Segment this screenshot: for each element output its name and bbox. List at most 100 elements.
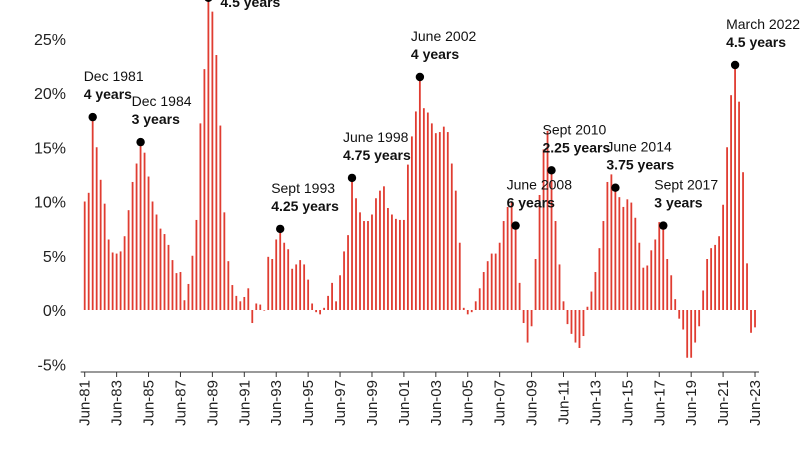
- bar: [754, 310, 756, 328]
- annotation-date: Sept 2017: [654, 177, 718, 193]
- bar: [666, 259, 669, 310]
- bar: [562, 301, 565, 310]
- bar: [722, 204, 724, 310]
- bar: [434, 133, 437, 310]
- bar: [458, 242, 461, 310]
- bar: [283, 242, 286, 310]
- bar: [702, 290, 705, 310]
- bar: [442, 126, 445, 310]
- bar: [486, 261, 489, 310]
- bar: [738, 101, 740, 311]
- peak-marker: [659, 221, 668, 230]
- bar: [331, 282, 333, 311]
- y-tick-label: -5%: [38, 357, 66, 374]
- bar: [239, 301, 242, 310]
- bar: [410, 136, 413, 310]
- bar: [99, 179, 102, 310]
- bar: [546, 130, 549, 310]
- peak-marker: [547, 166, 556, 175]
- bar: [746, 263, 748, 310]
- peak-marker: [347, 173, 357, 183]
- bar: [570, 310, 573, 334]
- bar: [730, 95, 732, 310]
- bar: [678, 310, 681, 319]
- bar: [694, 310, 697, 343]
- bar: [450, 163, 453, 310]
- bar: [259, 304, 262, 310]
- bar: [470, 310, 473, 313]
- bar: [155, 214, 158, 310]
- bar: [255, 303, 258, 310]
- bar: [299, 260, 302, 310]
- bar: [530, 310, 533, 327]
- bar: [534, 259, 537, 310]
- bars: [83, 0, 756, 358]
- bar: [303, 264, 306, 310]
- x-tick-label: Jun-89: [204, 380, 221, 426]
- annotation-duration: 3 years: [654, 195, 702, 211]
- bar: [426, 112, 429, 310]
- bar: [494, 253, 497, 310]
- bar: [646, 265, 649, 310]
- bar: [223, 212, 226, 310]
- bar: [490, 253, 493, 310]
- bar: [558, 264, 561, 310]
- bar: [387, 208, 389, 310]
- bar: [618, 197, 621, 310]
- x-tick-label: Jun-07: [492, 380, 509, 426]
- peak-marker: [611, 183, 620, 192]
- bar: [670, 275, 673, 310]
- bar: [638, 242, 641, 310]
- x-tick-label: Jun-83: [109, 380, 126, 426]
- peak-marker: [88, 112, 97, 122]
- bar: [538, 194, 541, 310]
- bar: [335, 301, 337, 310]
- bar: [147, 176, 150, 310]
- bar: [131, 181, 134, 310]
- bar: [586, 306, 589, 310]
- bar: [179, 272, 182, 310]
- peak-marker: [730, 60, 740, 70]
- bar: [95, 147, 98, 310]
- bar: [271, 259, 274, 310]
- bar: [690, 310, 693, 358]
- bar: [163, 234, 166, 310]
- bar: [602, 221, 605, 310]
- annotation-date: Dec 1981: [84, 68, 144, 84]
- annotation-date: June 2014: [606, 139, 672, 155]
- bar: [578, 310, 581, 348]
- bar: [371, 214, 373, 310]
- bar: [566, 310, 569, 325]
- bar: [315, 310, 318, 313]
- bar: [606, 181, 609, 310]
- bar: [710, 248, 713, 310]
- bar: [127, 210, 130, 310]
- y-tick-label: 25%: [34, 32, 66, 49]
- annotation-date: Sept 1993: [271, 180, 335, 196]
- bar: [343, 251, 345, 310]
- x-tick-label: Jun-09: [524, 380, 541, 426]
- y-tick-label: 5%: [43, 249, 66, 266]
- annotation-date: June 2002: [411, 28, 477, 44]
- bar: [123, 236, 126, 310]
- bar: [199, 123, 202, 310]
- bar: [395, 218, 397, 310]
- bar: [614, 190, 617, 310]
- bar: [474, 301, 477, 310]
- annotation-date: Dec 1984: [132, 93, 192, 109]
- bar: [502, 221, 505, 310]
- bar: [510, 201, 513, 310]
- bar: [375, 198, 377, 310]
- bar: [662, 228, 665, 311]
- bar: [650, 250, 653, 310]
- bar: [718, 236, 721, 310]
- bar: [327, 295, 329, 310]
- x-tick-label: Jun-87: [173, 380, 190, 426]
- bar: [267, 256, 270, 310]
- bar: [211, 11, 214, 311]
- bar: [654, 239, 657, 310]
- bar: [418, 79, 421, 310]
- bar: [734, 68, 736, 310]
- bar: [610, 174, 613, 311]
- bar: [454, 190, 457, 310]
